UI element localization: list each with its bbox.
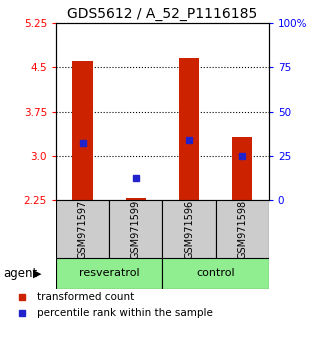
Text: GSM971596: GSM971596 (184, 200, 194, 259)
Bar (109, 200, 163, 258)
Text: resveratrol: resveratrol (79, 268, 140, 279)
Text: GSM971598: GSM971598 (237, 200, 247, 259)
Text: agent: agent (3, 267, 37, 280)
Bar (216, 200, 269, 258)
Bar (163, 258, 269, 289)
Bar (126, 198, 146, 200)
Text: GSM971597: GSM971597 (77, 200, 88, 259)
Bar (163, 200, 216, 258)
Bar (56, 200, 109, 258)
Bar (232, 137, 252, 200)
Text: control: control (196, 268, 235, 279)
Text: transformed count: transformed count (37, 292, 134, 302)
Text: GSM971599: GSM971599 (131, 200, 141, 259)
Bar (56, 258, 163, 289)
Title: GDS5612 / A_52_P1116185: GDS5612 / A_52_P1116185 (67, 7, 258, 21)
Bar (73, 61, 93, 200)
Text: percentile rank within the sample: percentile rank within the sample (37, 308, 212, 318)
Bar (179, 58, 199, 200)
Text: ▶: ▶ (33, 268, 41, 279)
